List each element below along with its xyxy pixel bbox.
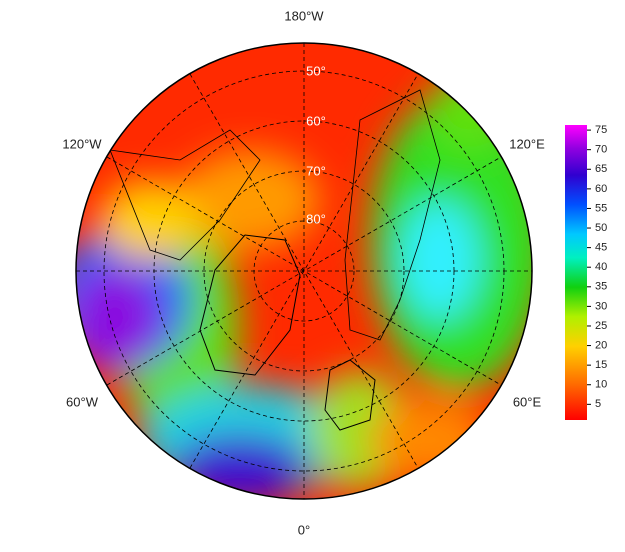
longitude-label: 60°W (66, 394, 99, 409)
colorbar-tick-label: 65 (595, 163, 607, 175)
colorbar-tick-label: 60 (595, 183, 607, 195)
longitude-label: 120°E (509, 136, 545, 151)
colorbar-tick-label: 70 (595, 144, 607, 156)
longitude-label: 180°W (284, 8, 324, 23)
colorbar-tick-label: 30 (595, 300, 607, 312)
colorbar: 5 10 15 20 25 30 35 40 45 50 55 60 65 70 75 (565, 124, 607, 420)
colorbar-tick-label: 15 (595, 359, 607, 371)
colorbar-tick-label: 20 (595, 339, 607, 351)
colorbar-tick-label: 10 (595, 379, 607, 391)
colorbar-tick-label: 5 (595, 398, 601, 410)
longitude-label: 60°E (513, 394, 542, 409)
longitude-label: 0° (298, 522, 310, 537)
longitude-label: 120°W (62, 136, 102, 151)
latitude-label: 80° (306, 211, 326, 226)
colorbar-tick-label: 40 (595, 261, 607, 273)
latitude-label: 50° (306, 63, 326, 78)
data-field (76, 43, 532, 499)
colorbar-tick-label: 55 (595, 202, 607, 214)
colorbar-tick-label: 25 (595, 320, 607, 332)
colorbar-tick-label: 75 (595, 124, 607, 136)
latitude-label: 70° (306, 163, 326, 178)
colorbar-tick-label: 35 (595, 281, 607, 293)
colorbar-tick-label: 50 (595, 222, 607, 234)
map-border (75, 42, 533, 500)
colorbar-tick-label: 45 (595, 242, 607, 254)
colorbar-scale (565, 125, 587, 420)
latitude-label: 60° (306, 113, 326, 128)
